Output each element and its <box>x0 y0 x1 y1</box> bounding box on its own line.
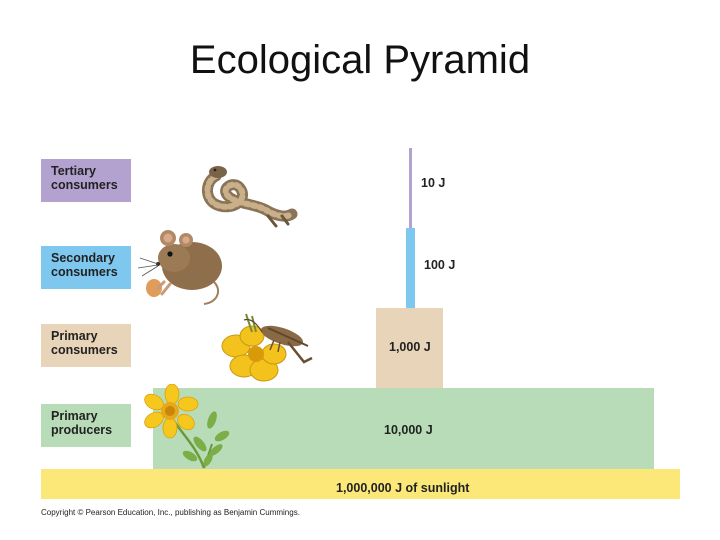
level-label-primary-producers: Primary producers <box>41 404 131 447</box>
level-label-tertiary: Tertiary consumers <box>41 159 131 202</box>
tertiary-consumers-bar <box>409 148 412 228</box>
sunlight-label: 1,000,000 J of sunlight <box>336 481 470 495</box>
page-title: Ecological Pyramid <box>189 38 531 82</box>
grasshopper-icon <box>221 313 313 382</box>
flower-plant-icon <box>144 384 230 469</box>
level-label-secondary: Secondary consumers <box>41 246 131 289</box>
secondary-consumers-bar <box>406 228 415 308</box>
energy-label-producers: 10,000 J <box>384 423 433 437</box>
snake-icon <box>202 166 298 228</box>
copyright-text: Copyright © Pearson Education, Inc., pub… <box>41 508 300 517</box>
primary-consumers-bar <box>376 308 443 388</box>
sunlight-bar <box>41 469 680 499</box>
energy-label-primary-consumers: 1,000 J <box>389 340 431 354</box>
level-label-primary-consumers: Primary consumers <box>41 324 131 367</box>
energy-label-secondary: 100 J <box>424 258 456 272</box>
energy-label-tertiary: 10 J <box>421 176 446 190</box>
producers-bar <box>153 388 654 469</box>
mouse-icon <box>137 230 222 305</box>
